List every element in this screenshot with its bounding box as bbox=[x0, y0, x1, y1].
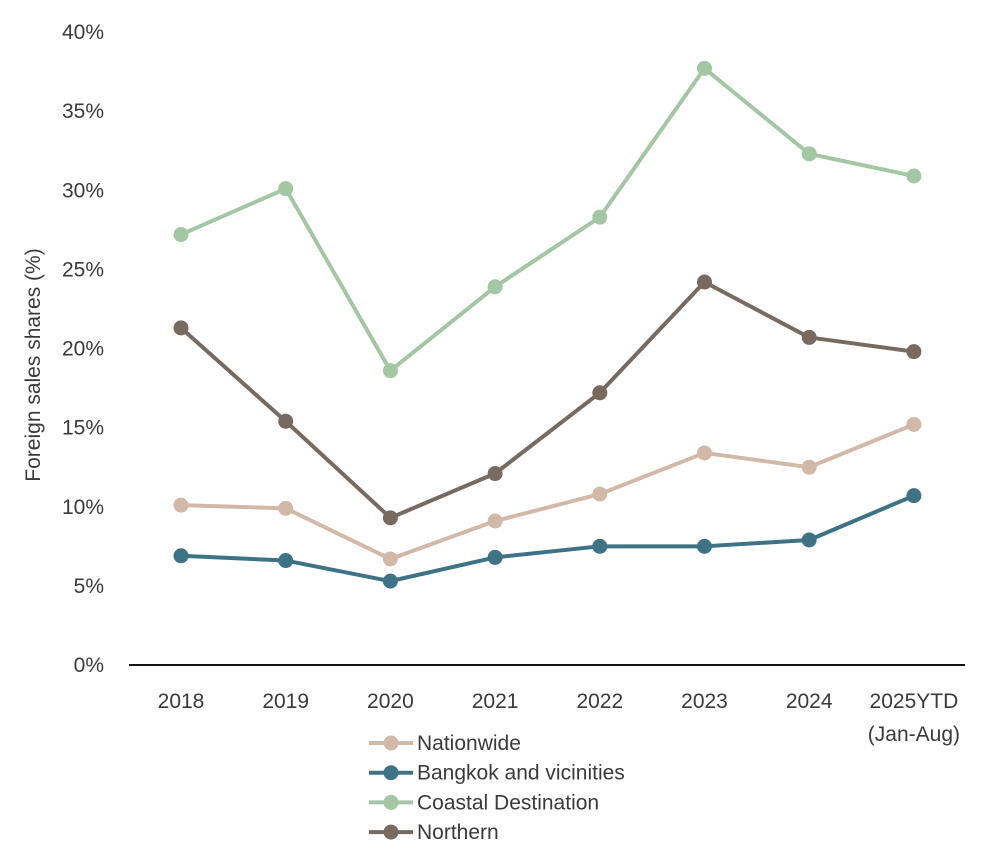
data-point bbox=[173, 320, 189, 336]
y-tick-label: 15% bbox=[62, 417, 104, 440]
data-point bbox=[382, 510, 398, 526]
y-tick-label: 25% bbox=[62, 258, 104, 281]
series-line bbox=[179, 66, 916, 373]
data-point bbox=[173, 227, 189, 243]
y-tick-label: 0% bbox=[74, 654, 104, 677]
legend-marker bbox=[383, 735, 399, 751]
data-point bbox=[906, 416, 922, 432]
x-tick-label: (Jan-Aug) bbox=[868, 723, 960, 746]
legend-label: Coastal Destination bbox=[417, 791, 599, 814]
legend-marker bbox=[383, 824, 399, 840]
data-point bbox=[801, 532, 817, 548]
series-line bbox=[179, 422, 916, 561]
x-tick-label: 2025YTD bbox=[870, 690, 959, 713]
data-point bbox=[382, 363, 398, 379]
data-point bbox=[278, 181, 294, 197]
data-point bbox=[487, 513, 503, 529]
y-axis-title-group: Foreign sales shares (%) bbox=[22, 248, 45, 481]
y-tick-label: 35% bbox=[62, 100, 104, 123]
legend-marker bbox=[383, 794, 399, 810]
series-lines bbox=[173, 60, 922, 589]
x-tick-label: 2018 bbox=[158, 690, 205, 713]
data-point bbox=[173, 497, 189, 513]
data-point bbox=[697, 538, 712, 554]
y-axis-title: Foreign sales shares (%) bbox=[22, 248, 45, 481]
y-tick-label: 30% bbox=[62, 179, 104, 202]
x-tick-label: 2023 bbox=[681, 690, 728, 713]
x-tick-label: 2019 bbox=[262, 690, 309, 713]
data-point bbox=[906, 488, 922, 504]
series-3 bbox=[173, 274, 922, 526]
y-tick-label: 20% bbox=[62, 338, 104, 361]
x-tick-label: 2022 bbox=[576, 690, 623, 713]
y-tick-label: 10% bbox=[62, 496, 104, 519]
legend-item: Nationwide bbox=[369, 732, 521, 755]
y-tick-label: 40% bbox=[62, 21, 104, 44]
data-point bbox=[278, 553, 294, 569]
series-1 bbox=[173, 488, 922, 589]
data-point bbox=[801, 459, 817, 475]
legend: Nationwide Bangkok and vicinities Coastal … bbox=[369, 732, 625, 844]
data-point bbox=[592, 538, 608, 554]
legend-label: Bangkok and vicinities bbox=[417, 762, 625, 785]
x-tick-label: 2024 bbox=[786, 690, 833, 713]
data-point bbox=[487, 279, 503, 295]
data-point bbox=[906, 168, 922, 184]
y-tick-label: 5% bbox=[74, 575, 104, 598]
data-point bbox=[697, 274, 712, 290]
legend-marker bbox=[383, 765, 399, 781]
x-axis-ticks: 2018 2019 2020 2021 2022 2023 2024 2025YTD (Jan-… bbox=[158, 690, 960, 746]
x-tick-label: 2021 bbox=[472, 690, 519, 713]
x-tick-label: 2020 bbox=[367, 690, 414, 713]
series-line bbox=[179, 280, 916, 520]
data-point bbox=[487, 466, 503, 482]
data-point bbox=[487, 549, 503, 565]
data-point bbox=[906, 344, 922, 360]
data-point bbox=[801, 329, 817, 345]
data-point bbox=[173, 548, 189, 564]
data-point bbox=[382, 551, 398, 567]
series-line bbox=[179, 493, 916, 584]
data-point bbox=[278, 413, 294, 429]
data-point bbox=[697, 60, 712, 76]
series-0 bbox=[173, 416, 922, 567]
legend-label: Nationwide bbox=[417, 732, 521, 755]
series-2 bbox=[173, 60, 922, 379]
data-point bbox=[592, 486, 608, 502]
legend-label: Northern bbox=[417, 821, 499, 844]
legend-item: Bangkok and vicinities bbox=[369, 762, 625, 785]
data-point bbox=[801, 146, 817, 162]
y-axis-ticks: 0% 5% 10% 15% 20% 25% 30% 35% 40% bbox=[62, 21, 104, 677]
legend-item: Northern bbox=[369, 821, 499, 844]
data-point bbox=[592, 209, 608, 225]
data-point bbox=[278, 500, 294, 516]
data-point bbox=[697, 445, 712, 461]
legend-item: Coastal Destination bbox=[369, 791, 599, 814]
data-point bbox=[592, 385, 608, 401]
data-point bbox=[382, 573, 398, 589]
